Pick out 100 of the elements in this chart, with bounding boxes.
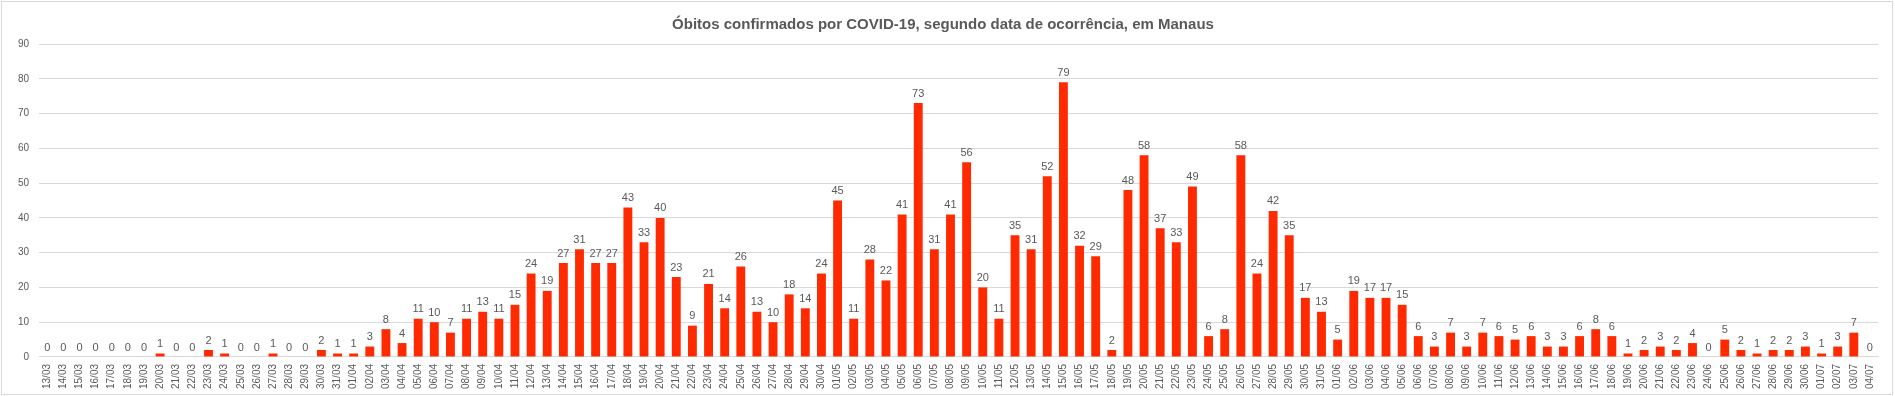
data-label: 33 (637, 225, 651, 238)
data-label: 21 (702, 267, 715, 280)
data-label: 1 (1818, 337, 1825, 350)
x-tick-label: 31/05 (1315, 363, 1327, 390)
x-tick-label: 03/06 (1363, 363, 1375, 390)
data-label: 11 (412, 302, 424, 315)
data-label: 0 (44, 340, 51, 353)
bar (1042, 176, 1052, 357)
data-label: 24 (524, 257, 538, 270)
x-tick-label: 17/06 (1589, 363, 1601, 390)
x-tick-label: 04/06 (1379, 363, 1391, 390)
bar (833, 200, 843, 357)
data-label: 1 (350, 337, 357, 350)
x-tick-label: 16/05 (1073, 363, 1085, 390)
data-label: 6 (1608, 319, 1615, 332)
data-label: 35 (1008, 218, 1022, 231)
data-label: 7 (1447, 316, 1454, 329)
data-label: 17 (1379, 281, 1393, 294)
data-label: 28 (863, 243, 876, 256)
data-label: 0 (286, 340, 293, 353)
bar (784, 294, 794, 357)
bar (1058, 82, 1068, 357)
x-tick-label: 04/07 (1863, 363, 1875, 390)
data-label: 10 (428, 305, 441, 318)
data-label: 31 (573, 232, 586, 245)
x-tick-label: 24/06 (1702, 363, 1714, 390)
x-tick-label: 27/04 (766, 363, 778, 390)
bar (1026, 249, 1036, 357)
x-tick-label: 15/04 (573, 363, 585, 390)
x-tick-label: 19/06 (1621, 363, 1633, 390)
x-tick-label: 12/05 (1008, 363, 1020, 390)
x-tick-label: 30/04 (815, 363, 827, 390)
bar (881, 280, 891, 357)
data-label: 15 (508, 288, 522, 301)
data-label: 6 (1495, 319, 1502, 332)
data-label: 2 (1770, 333, 1777, 346)
x-tick-label: 17/04 (605, 363, 617, 390)
x-tick-label: 21/04 (670, 363, 682, 390)
bar (1091, 256, 1101, 357)
x-tick-label: 20/03 (153, 363, 165, 390)
x-tick-label: 15/03 (73, 363, 85, 390)
bar (1478, 332, 1488, 357)
data-label: 2 (1786, 333, 1793, 346)
bar (687, 325, 697, 357)
bar (704, 283, 713, 357)
x-tick-label: 13/05 (1024, 363, 1036, 390)
bar (333, 353, 342, 357)
bar (1284, 235, 1294, 357)
y-tick-label: 70 (18, 107, 30, 119)
bar (978, 287, 988, 357)
data-label: 79 (1057, 65, 1070, 78)
bar (575, 249, 584, 357)
data-label: 35 (1283, 218, 1296, 231)
bar (736, 266, 746, 357)
data-label: 43 (621, 190, 635, 203)
bar (929, 249, 939, 357)
data-label: 31 (928, 232, 941, 245)
bar (462, 318, 472, 357)
bar (946, 214, 955, 357)
data-label: 1 (269, 337, 277, 350)
data-label: 3 (1802, 330, 1809, 343)
bar (1236, 155, 1246, 357)
bar (413, 318, 423, 357)
x-tick-label: 02/07 (1831, 363, 1843, 390)
x-tick-label: 01/06 (1331, 363, 1343, 390)
data-label: 0 (1705, 340, 1712, 353)
data-label: 4 (399, 326, 406, 339)
x-tick-label: 22/03 (186, 363, 198, 390)
data-label: 22 (879, 264, 893, 276)
bar (1365, 297, 1375, 357)
bar (671, 276, 681, 357)
x-tick-label: 24/03 (218, 363, 230, 390)
x-tick-label: 05/05 (895, 363, 907, 390)
data-label: 0 (108, 340, 115, 353)
bar (913, 103, 923, 357)
bar (542, 290, 552, 357)
x-tick-label: 19/03 (137, 363, 149, 390)
data-label: 0 (60, 340, 67, 353)
x-tick-label: 10/04 (492, 363, 504, 390)
x-tick-label: 29/03 (299, 363, 311, 390)
data-label: 3 (1544, 330, 1551, 343)
bar (316, 350, 326, 357)
data-label: 52 (1041, 159, 1054, 172)
data-label: 58 (1234, 138, 1247, 151)
bar (1800, 346, 1810, 357)
bar (1429, 346, 1439, 357)
bar (639, 242, 649, 357)
x-tick-label: 25/03 (234, 363, 246, 390)
x-tick-label: 21/05 (1153, 363, 1165, 390)
bar (1188, 186, 1197, 357)
y-tick-label: 60 (18, 142, 30, 154)
data-label: 40 (654, 201, 667, 214)
x-tick-label: 29/06 (1783, 363, 1795, 390)
data-label: 8 (382, 312, 389, 325)
data-label: 14 (718, 291, 731, 304)
data-label: 2 (1737, 333, 1744, 346)
x-tick-label: 04/04 (395, 363, 407, 390)
x-tick-label: 27/06 (1750, 363, 1762, 390)
y-tick-label: 0 (23, 350, 30, 362)
data-label: 1 (157, 337, 164, 350)
